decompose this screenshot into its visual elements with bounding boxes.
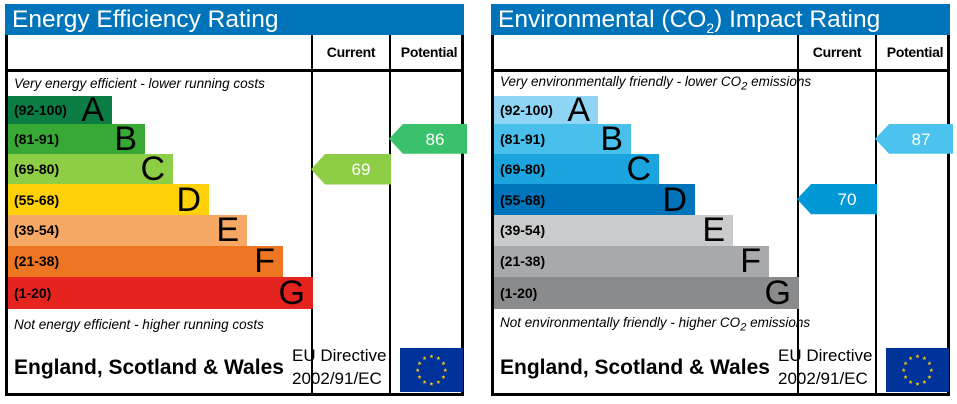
svg-text:69: 69 [352, 160, 371, 179]
svg-text:86: 86 [426, 130, 445, 149]
svg-text:87: 87 [912, 130, 931, 149]
svg-text:70: 70 [838, 190, 857, 209]
